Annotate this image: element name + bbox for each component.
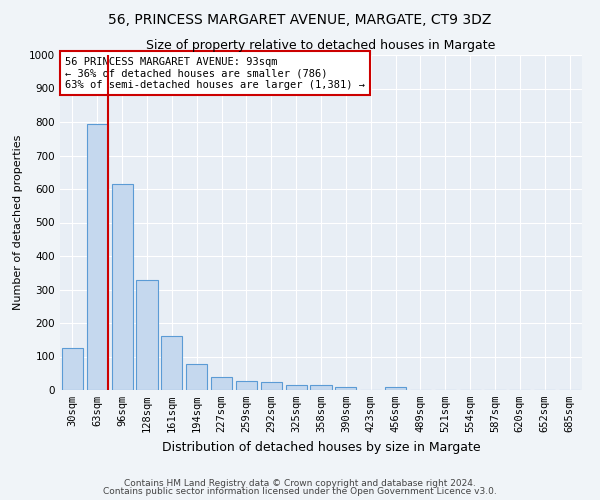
Bar: [186, 364, 207, 390]
Bar: [286, 385, 307, 390]
Bar: [112, 184, 133, 390]
Bar: [62, 348, 83, 390]
Title: Size of property relative to detached houses in Margate: Size of property relative to detached ho…: [146, 40, 496, 52]
Bar: [211, 376, 232, 390]
Text: 56 PRINCESS MARGARET AVENUE: 93sqm
← 36% of detached houses are smaller (786)
63: 56 PRINCESS MARGARET AVENUE: 93sqm ← 36%…: [65, 56, 365, 90]
Bar: [261, 382, 282, 390]
Text: Contains public sector information licensed under the Open Government Licence v3: Contains public sector information licen…: [103, 487, 497, 496]
Bar: [335, 388, 356, 390]
Y-axis label: Number of detached properties: Number of detached properties: [13, 135, 23, 310]
Bar: [161, 336, 182, 390]
Bar: [385, 386, 406, 390]
Bar: [310, 385, 332, 390]
X-axis label: Distribution of detached houses by size in Margate: Distribution of detached houses by size …: [161, 440, 481, 454]
Bar: [87, 124, 108, 390]
Text: 56, PRINCESS MARGARET AVENUE, MARGATE, CT9 3DZ: 56, PRINCESS MARGARET AVENUE, MARGATE, C…: [109, 12, 491, 26]
Bar: [136, 280, 158, 390]
Bar: [236, 381, 257, 390]
Text: Contains HM Land Registry data © Crown copyright and database right 2024.: Contains HM Land Registry data © Crown c…: [124, 478, 476, 488]
